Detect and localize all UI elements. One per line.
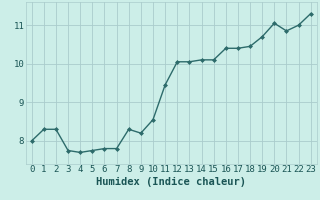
X-axis label: Humidex (Indice chaleur): Humidex (Indice chaleur) [96,177,246,187]
